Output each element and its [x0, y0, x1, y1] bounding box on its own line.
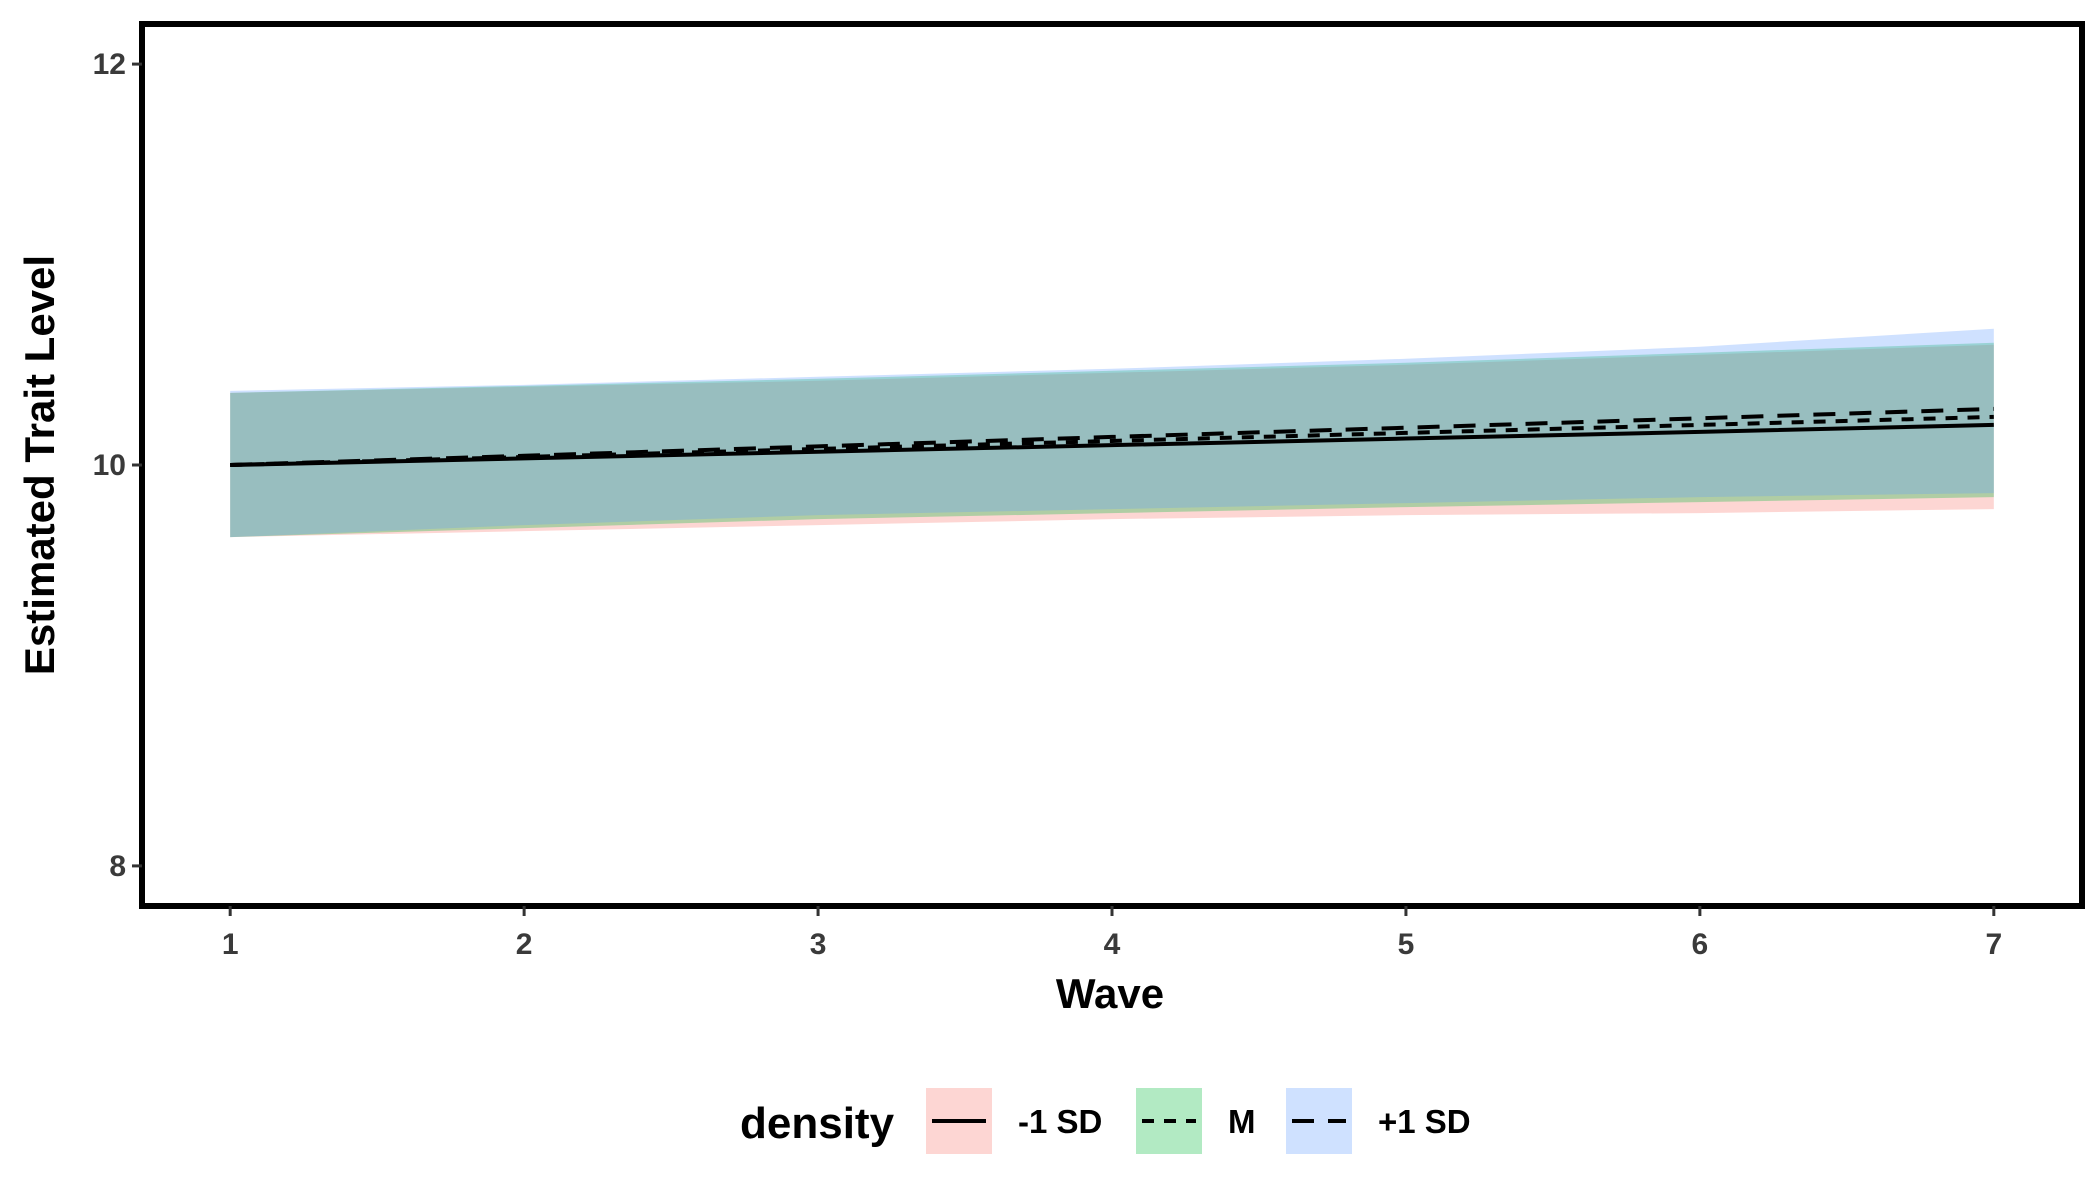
y-axis: 8 10 12 [93, 48, 142, 883]
series-lines [230, 406, 1994, 467]
legend: density -1 SD M +1 SD [740, 1088, 1471, 1154]
x-tick-label: 5 [1398, 928, 1415, 961]
x-tick-label: 6 [1692, 928, 1709, 961]
band-2 [230, 328, 1994, 538]
x-axis: 1 2 3 4 5 6 7 [222, 906, 2002, 961]
x-tick-label: 7 [1985, 928, 2002, 961]
x-tick-label: 1 [222, 928, 239, 961]
x-axis-title: Wave [1056, 970, 1164, 1017]
y-tick-label: 8 [109, 850, 126, 883]
y-tick-label: 12 [93, 48, 126, 81]
x-tick-label: 4 [1104, 928, 1121, 961]
x-tick-label: 2 [516, 928, 533, 961]
legend-label-0: -1 SD [1018, 1103, 1102, 1140]
y-tick-label: 10 [93, 449, 126, 482]
legend-label-2: +1 SD [1378, 1103, 1471, 1140]
legend-label-1: M [1228, 1103, 1256, 1140]
series-line-2 [230, 406, 1994, 467]
legend-title: density [740, 1099, 895, 1148]
y-axis-title: Estimated Trait Level [16, 255, 63, 675]
x-tick-label: 3 [810, 928, 827, 961]
